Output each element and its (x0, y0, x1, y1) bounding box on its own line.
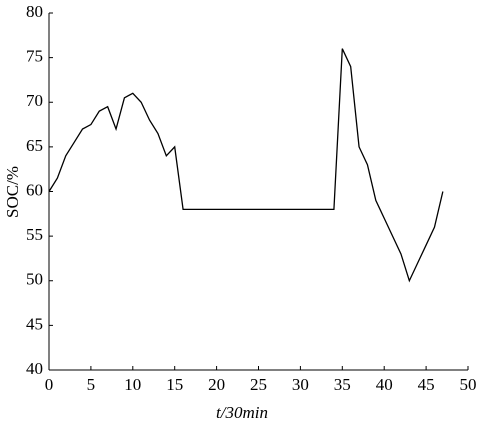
x-tick-label: 45 (418, 375, 435, 394)
x-tick-label: 5 (87, 375, 96, 394)
x-tick-label: 15 (166, 375, 183, 394)
x-tick-label: 30 (292, 375, 309, 394)
x-tick-label: 35 (334, 375, 351, 394)
y-axis-label: SOC/% (3, 166, 22, 218)
y-tick-label: 40 (26, 359, 43, 378)
y-tick-label: 65 (26, 136, 43, 155)
y-tick-label: 80 (26, 2, 43, 21)
y-tick-label: 60 (26, 180, 43, 199)
x-tick-label: 0 (45, 375, 54, 394)
x-tick-label: 25 (250, 375, 267, 394)
data-line (48, 48, 444, 283)
x-tick-label: 50 (460, 375, 477, 394)
y-tick-label: 75 (26, 47, 43, 66)
y-tick-label: 45 (26, 314, 43, 333)
y-tick-label: 50 (26, 270, 43, 289)
y-tick-label: 70 (26, 91, 43, 110)
y-tick-label: 55 (26, 225, 43, 244)
x-tick-label: 10 (124, 375, 141, 394)
x-tick-label: 40 (376, 375, 393, 394)
x-axis-label: t/30min (216, 403, 268, 422)
x-tick-label: 20 (208, 375, 225, 394)
